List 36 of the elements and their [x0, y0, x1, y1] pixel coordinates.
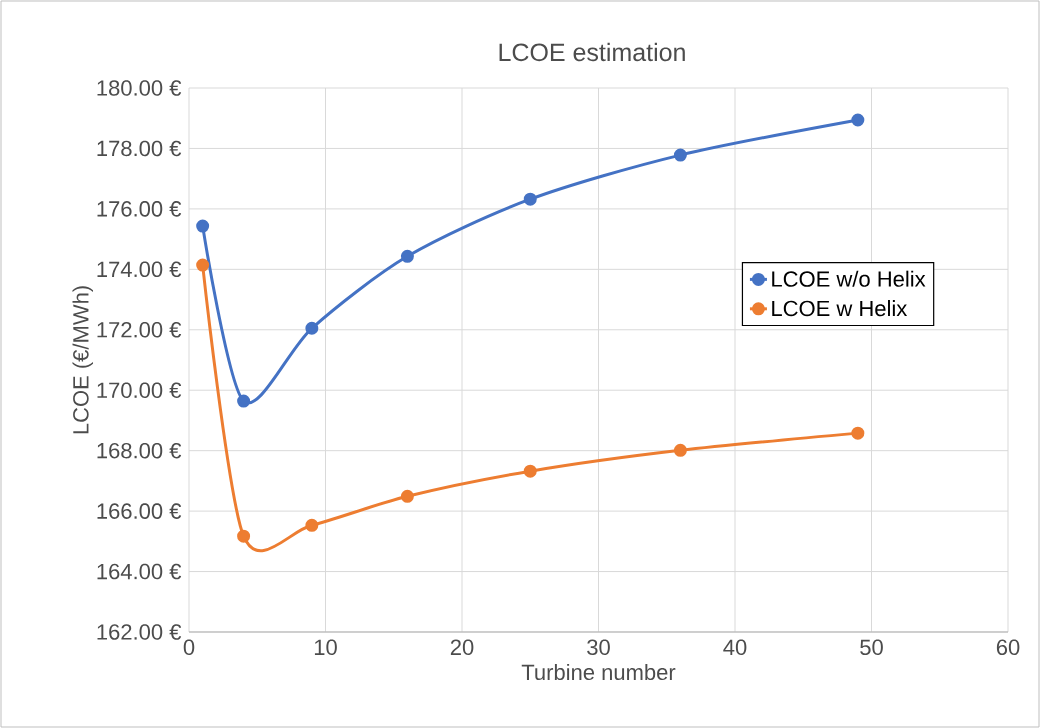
legend-label: LCOE w Helix: [772, 300, 908, 317]
point: [237, 529, 251, 543]
x-tick-label: 50: [860, 639, 883, 656]
x-axis-title: Turbine number: [521, 663, 676, 681]
y-tick-label: 172.00 €: [97, 321, 182, 338]
point: [673, 148, 687, 162]
y-tick-label: 162.00 €: [97, 624, 182, 640]
y-tick-label: 164.00 €: [97, 563, 182, 580]
y-tick-label: 174.00 €: [97, 261, 182, 278]
point: [305, 518, 319, 532]
y-tick-label: 166.00 €: [97, 503, 182, 519]
x-tick-label: 40: [723, 639, 747, 656]
x-tick-label: 20: [450, 639, 474, 656]
x-tick-label: 0: [183, 639, 195, 656]
point: [523, 464, 537, 478]
y-tick-label: 178.00 €: [97, 140, 182, 157]
point: [237, 394, 251, 408]
point: [523, 192, 537, 206]
y-tick-label: 176.00 €: [97, 201, 182, 217]
x-tick-label: 30: [587, 639, 610, 656]
chart-title: LCOE estimation: [499, 42, 685, 62]
point: [400, 489, 414, 503]
point: [196, 219, 210, 233]
y-tick-label: 168.00 €: [97, 442, 182, 459]
y-tick-label: 170.00 €: [97, 382, 182, 399]
legend-label: LCOE w/o Helix: [772, 270, 926, 287]
point: [851, 426, 865, 440]
point: [673, 443, 687, 457]
point: [851, 113, 865, 127]
point: [196, 258, 210, 272]
x-tick-label: 60: [996, 639, 1020, 656]
y-axis-title: LCOE (€/MWh): [72, 286, 94, 434]
x-tick-label: 10: [314, 639, 337, 656]
point: [305, 321, 319, 335]
y-tick-label: 180.00 €: [97, 80, 182, 96]
point: [400, 249, 414, 263]
